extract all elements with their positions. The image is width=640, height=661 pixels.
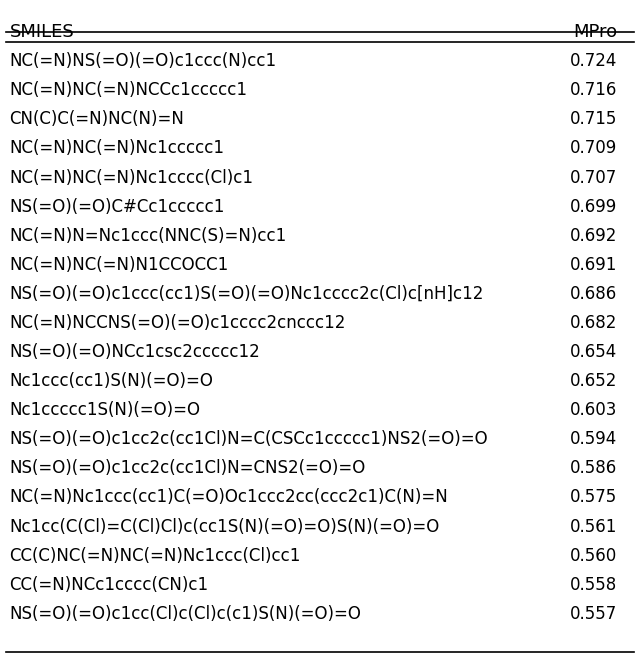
Text: NS(=O)(=O)C#Cc1ccccc1: NS(=O)(=O)C#Cc1ccccc1 [10,198,225,215]
Text: Nc1cc(C(Cl)=C(Cl)Cl)c(cc1S(N)(=O)=O)S(N)(=O)=O: Nc1cc(C(Cl)=C(Cl)Cl)c(cc1S(N)(=O)=O)S(N)… [10,518,440,535]
Text: 0.682: 0.682 [570,314,618,332]
Text: 0.603: 0.603 [570,401,618,419]
Text: Nc1ccccc1S(N)(=O)=O: Nc1ccccc1S(N)(=O)=O [10,401,200,419]
Text: NC(=N)NC(=N)Nc1ccccc1: NC(=N)NC(=N)Nc1ccccc1 [10,139,225,157]
Text: NS(=O)(=O)c1cc2c(cc1Cl)N=CNS2(=O)=O: NS(=O)(=O)c1cc2c(cc1Cl)N=CNS2(=O)=O [10,459,366,477]
Text: NS(=O)(=O)c1cc(Cl)c(Cl)c(c1)S(N)(=O)=O: NS(=O)(=O)c1cc(Cl)c(Cl)c(c1)S(N)(=O)=O [10,605,362,623]
Text: NS(=O)(=O)c1ccc(cc1)S(=O)(=O)Nc1cccc2c(Cl)c[nH]c12: NS(=O)(=O)c1ccc(cc1)S(=O)(=O)Nc1cccc2c(C… [10,285,484,303]
Text: 0.707: 0.707 [570,169,618,186]
Text: 0.560: 0.560 [570,547,618,564]
Text: 0.575: 0.575 [570,488,618,506]
Text: 0.686: 0.686 [570,285,618,303]
Text: SMILES: SMILES [10,23,74,41]
Text: NS(=O)(=O)NCc1csc2ccccc12: NS(=O)(=O)NCc1csc2ccccc12 [10,343,260,361]
Text: NC(=N)NC(=N)Nc1cccc(Cl)c1: NC(=N)NC(=N)Nc1cccc(Cl)c1 [10,169,253,186]
Text: NS(=O)(=O)c1cc2c(cc1Cl)N=C(CSCc1ccccc1)NS2(=O)=O: NS(=O)(=O)c1cc2c(cc1Cl)N=C(CSCc1ccccc1)N… [10,430,488,448]
Text: 0.557: 0.557 [570,605,618,623]
Text: 0.724: 0.724 [570,52,618,70]
Text: 0.654: 0.654 [570,343,618,361]
Text: 0.691: 0.691 [570,256,618,274]
Text: MPro: MPro [573,23,618,41]
Text: NC(=N)NC(=N)NCCc1ccccc1: NC(=N)NC(=N)NCCc1ccccc1 [10,81,248,99]
Text: CC(=N)NCc1cccc(CN)c1: CC(=N)NCc1cccc(CN)c1 [10,576,209,594]
Text: CN(C)C(=N)NC(N)=N: CN(C)C(=N)NC(N)=N [10,110,184,128]
Text: 0.692: 0.692 [570,227,618,245]
Text: NC(=N)Nc1ccc(cc1)C(=O)Oc1ccc2cc(ccc2c1)C(N)=N: NC(=N)Nc1ccc(cc1)C(=O)Oc1ccc2cc(ccc2c1)C… [10,488,449,506]
Text: 0.594: 0.594 [570,430,618,448]
Text: 0.715: 0.715 [570,110,618,128]
Text: 0.699: 0.699 [570,198,618,215]
Text: 0.586: 0.586 [570,459,618,477]
Text: NC(=N)N=Nc1ccc(NNC(S)=N)cc1: NC(=N)N=Nc1ccc(NNC(S)=N)cc1 [10,227,287,245]
Text: 0.709: 0.709 [570,139,618,157]
Text: NC(=N)NS(=O)(=O)c1ccc(N)cc1: NC(=N)NS(=O)(=O)c1ccc(N)cc1 [10,52,276,70]
Text: Nc1ccc(cc1)S(N)(=O)=O: Nc1ccc(cc1)S(N)(=O)=O [10,372,214,390]
Text: 0.558: 0.558 [570,576,618,594]
Text: NC(=N)NCCNS(=O)(=O)c1cccc2cnccc12: NC(=N)NCCNS(=O)(=O)c1cccc2cnccc12 [10,314,346,332]
Text: NC(=N)NC(=N)N1CCOCC1: NC(=N)NC(=N)N1CCOCC1 [10,256,229,274]
Text: CC(C)NC(=N)NC(=N)Nc1ccc(Cl)cc1: CC(C)NC(=N)NC(=N)Nc1ccc(Cl)cc1 [10,547,301,564]
Text: 0.561: 0.561 [570,518,618,535]
Text: 0.716: 0.716 [570,81,618,99]
Text: 0.652: 0.652 [570,372,618,390]
